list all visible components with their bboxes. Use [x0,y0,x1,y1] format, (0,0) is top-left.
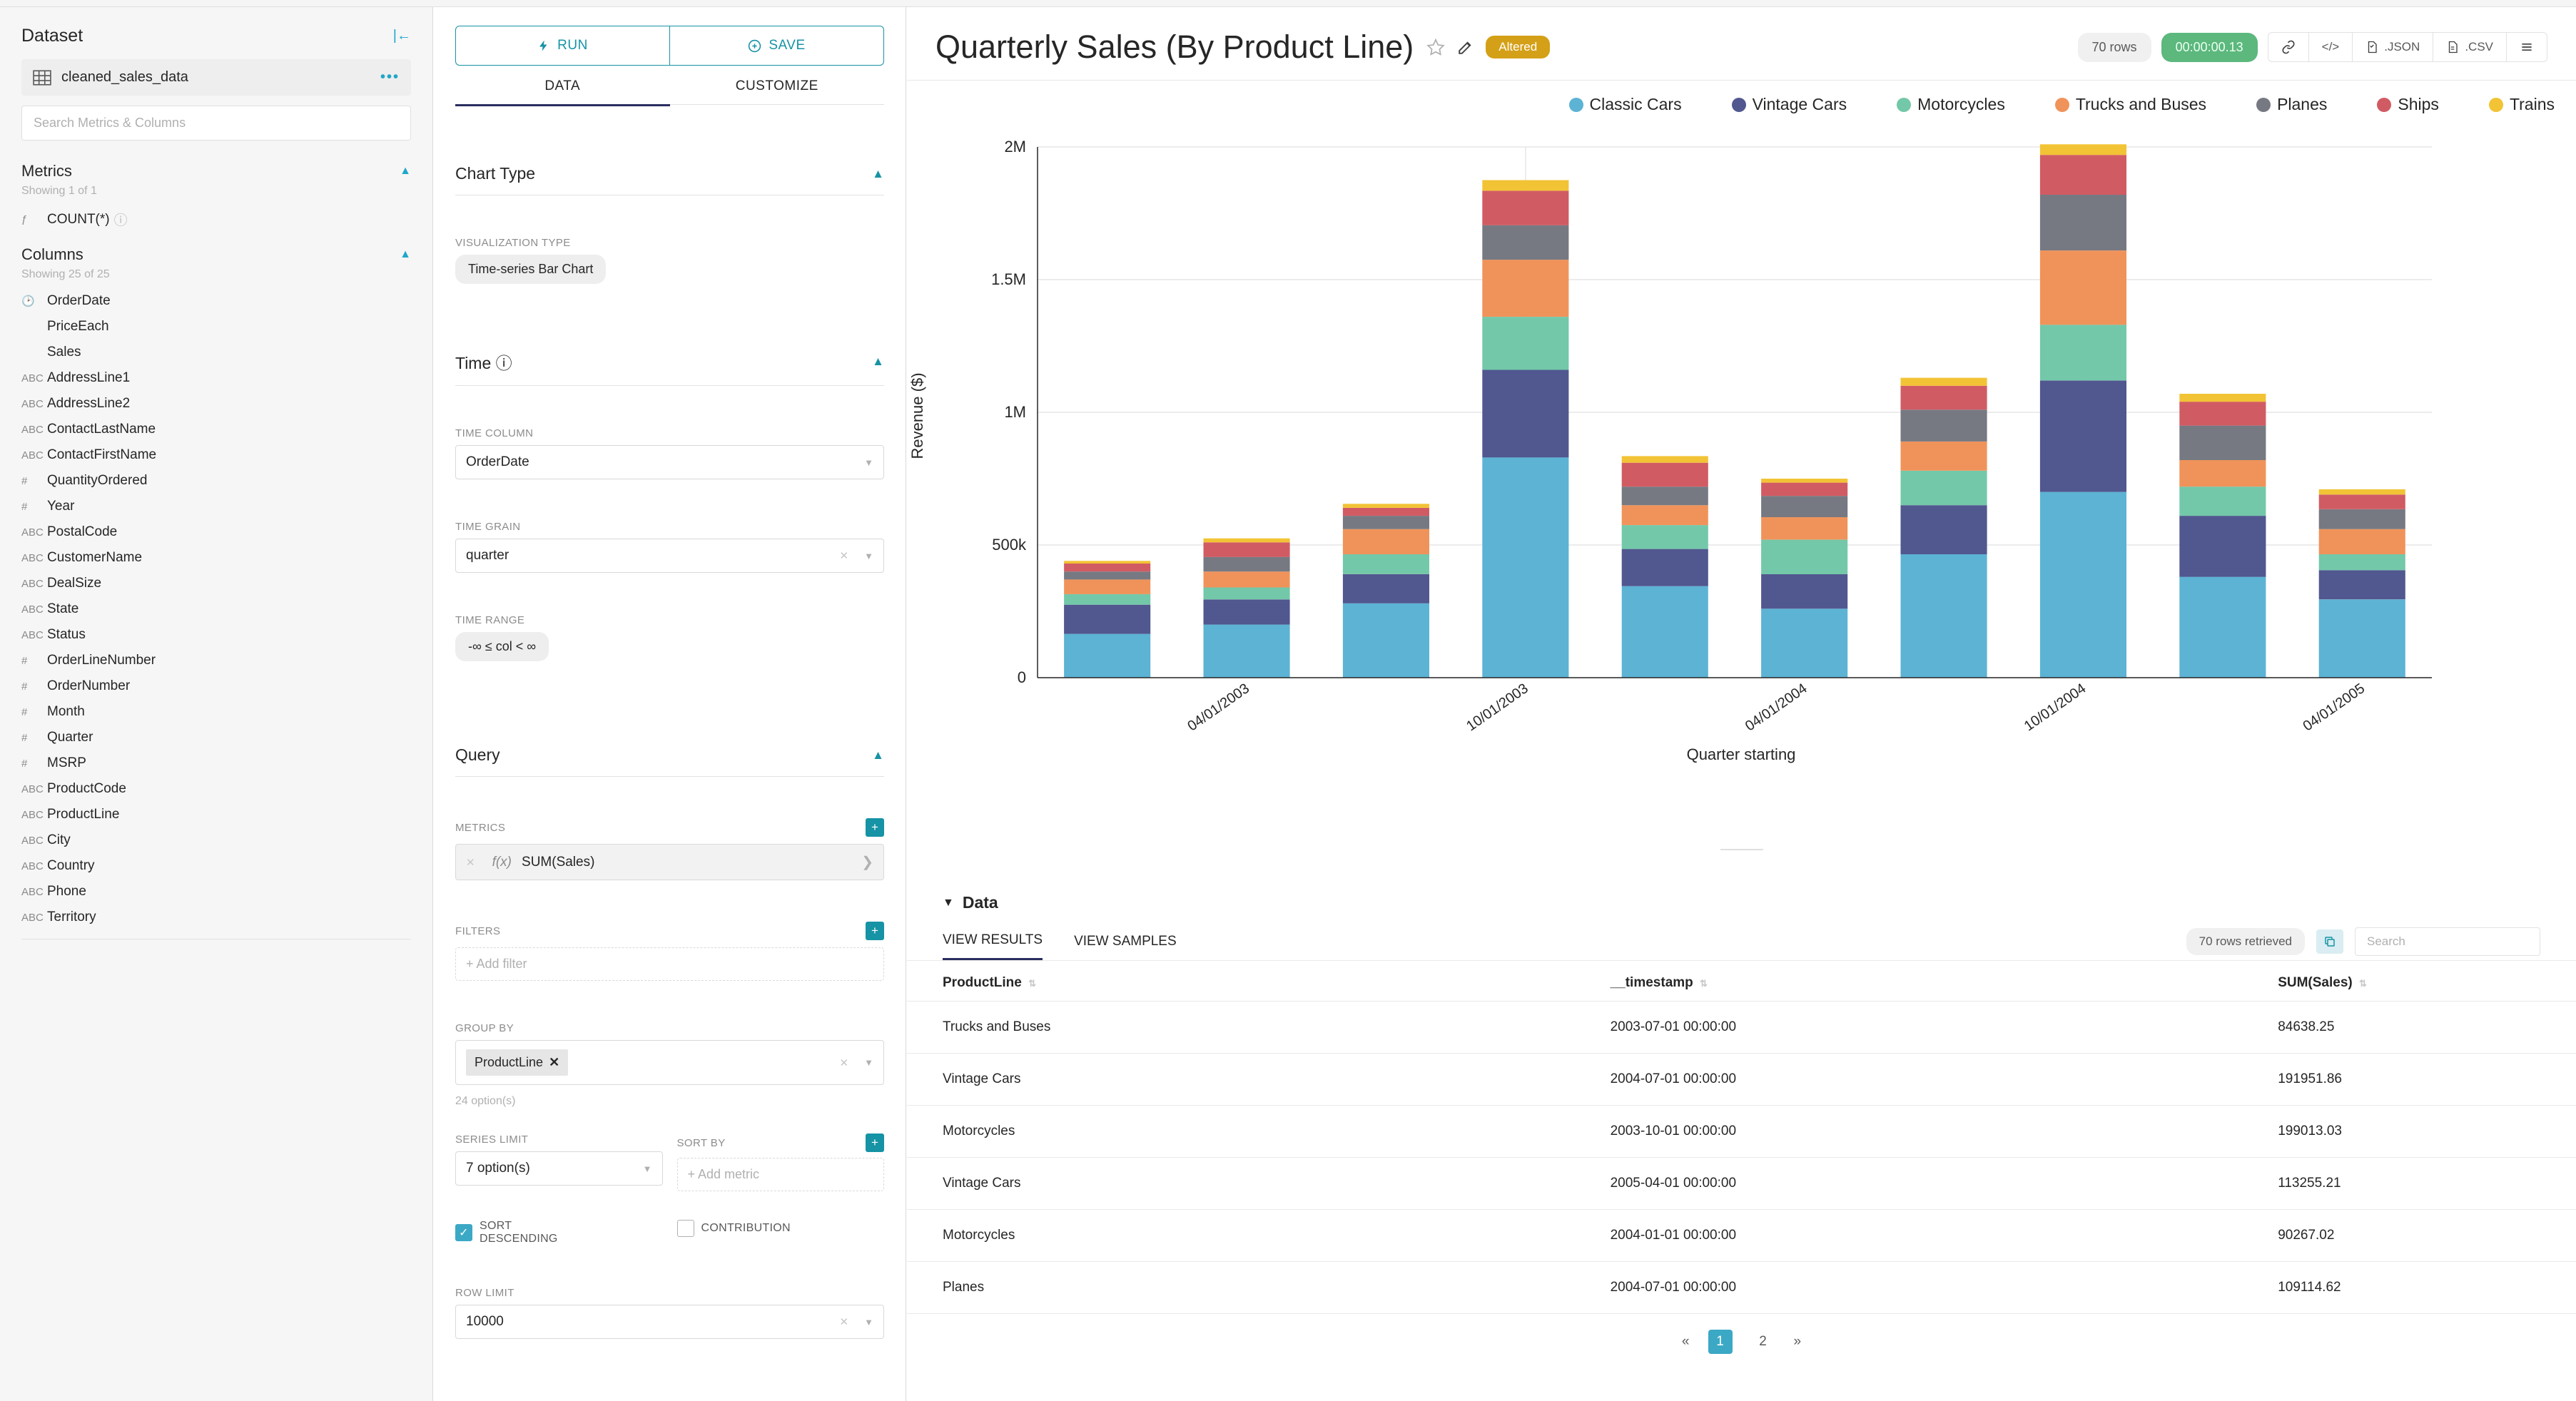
svg-text:04/01/2004: 04/01/2004 [1743,681,1810,734]
svg-text:1M: 1M [1004,403,1026,421]
svg-text:Quarter starting: Quarter starting [1687,745,1796,763]
svg-text:0: 0 [1018,668,1026,686]
svg-text:1.5M: 1.5M [991,270,1026,288]
svg-text:10/01/2004: 10/01/2004 [2022,681,2089,734]
svg-text:2M: 2M [1004,138,1026,156]
svg-text:10/01/2003: 10/01/2003 [1464,681,1531,734]
svg-text:04/01/2005: 04/01/2005 [2301,681,2368,734]
svg-text:Revenue ($): Revenue ($) [908,372,926,459]
svg-text:04/01/2003: 04/01/2003 [1185,681,1252,734]
svg-text:500k: 500k [992,536,1027,554]
